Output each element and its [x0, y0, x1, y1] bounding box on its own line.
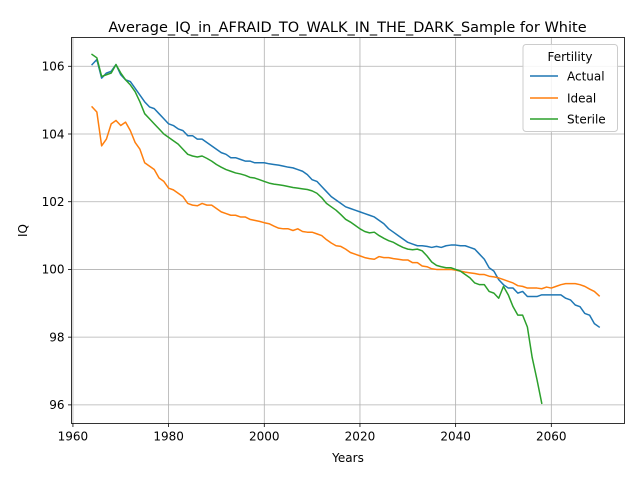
y-axis: 96 98 100 102 104 106 — [42, 60, 72, 412]
series-line-actual — [91, 58, 601, 329]
legend-label-sterile: Sterile — [567, 113, 606, 127]
series-line-sterile — [91, 53, 543, 405]
legend: Fertility Actual Ideal Sterile — [522, 44, 618, 132]
legend-title: Fertility — [547, 50, 592, 64]
y-tick-label: 98 — [49, 330, 64, 344]
y-tick-label: 106 — [42, 60, 65, 74]
x-tick-label: 2040 — [440, 430, 471, 444]
series-line-ideal — [91, 105, 601, 297]
legend-label-ideal: Ideal — [567, 92, 596, 106]
y-tick-label: 102 — [42, 195, 65, 209]
x-tick-label: 1980 — [153, 430, 184, 444]
y-tick-label: 104 — [42, 127, 65, 141]
series-lines — [91, 53, 601, 405]
x-tick-label: 2060 — [536, 430, 567, 444]
legend-label-actual: Actual — [567, 70, 605, 84]
x-axis: 1960 1980 2000 2020 2040 2060 — [58, 423, 567, 444]
y-axis-label: IQ — [16, 224, 30, 237]
y-tick-label: 96 — [49, 398, 64, 412]
legend-box — [522, 44, 618, 132]
x-axis-label: Years — [331, 451, 364, 465]
x-tick-label: 2000 — [249, 430, 280, 444]
y-tick-label: 100 — [42, 263, 65, 277]
x-tick-label: 2020 — [345, 430, 376, 444]
x-tick-label: 1960 — [58, 430, 89, 444]
chart-title: Average_IQ_in_AFRAID_TO_WALK_IN_THE_DARK… — [108, 20, 586, 36]
plot-frame — [71, 37, 625, 424]
